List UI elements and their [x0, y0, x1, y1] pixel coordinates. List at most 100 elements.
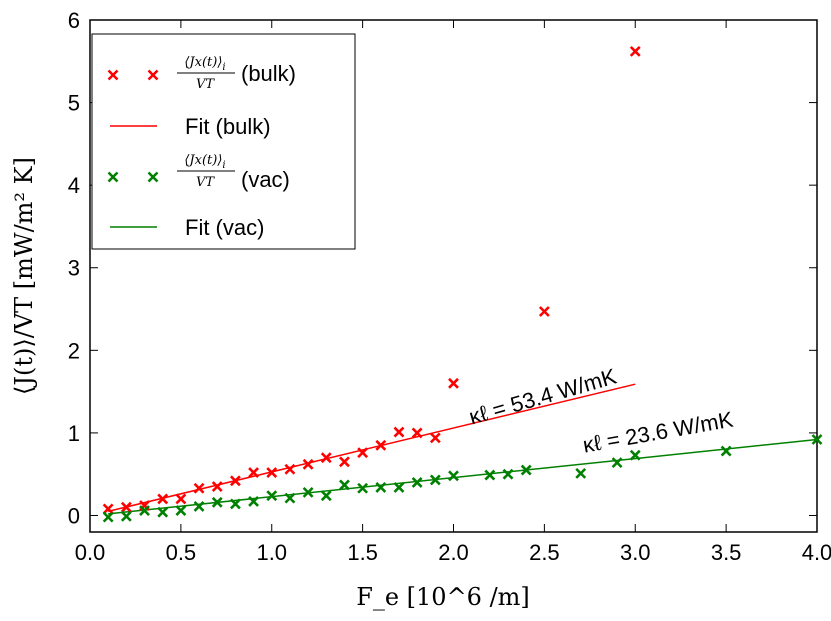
legend-fraction-numerator: ⟨Jx(t)⟩i [184, 153, 225, 171]
marker-stroke [720, 445, 732, 457]
legend-marker-cross [107, 171, 119, 183]
marker-stroke [147, 69, 159, 81]
marker-stroke [411, 427, 423, 439]
marker-stroke [211, 496, 223, 508]
data-point-2 [248, 496, 259, 507]
marker-stroke [375, 439, 387, 451]
marker-stroke [448, 470, 459, 482]
data-point-0 [357, 447, 369, 459]
data-point-2 [811, 434, 823, 445]
data-point-2 [339, 479, 350, 491]
data-point-0 [157, 493, 169, 505]
data-point-2 [211, 496, 223, 508]
data-point-2 [266, 490, 278, 502]
marker-stroke [211, 481, 223, 492]
marker-stroke [320, 490, 332, 502]
legend-marker-cross [147, 171, 159, 183]
legend-label-bulk-scatter: (bulk) [241, 61, 296, 86]
x-tick-label: 0.0 [75, 540, 106, 565]
marker-stroke [811, 434, 823, 445]
data-point-2 [429, 474, 441, 486]
legend-marker [107, 171, 119, 183]
data-point-2 [411, 477, 423, 488]
data-point-2 [193, 500, 205, 512]
marker-stroke [284, 492, 296, 504]
x-tick-label: 0.5 [166, 540, 197, 565]
data-point-2 [484, 469, 496, 481]
marker-stroke [266, 490, 278, 502]
x-tick-labels: 0.0 0.5 1.0 1.5 2.0 2.5 3.0 3.5 4.0 [75, 540, 831, 565]
data-point-2 [448, 470, 459, 482]
data-point-2 [502, 468, 514, 480]
data-point-0 [538, 306, 550, 317]
marker-stroke [139, 505, 150, 516]
legend-marker-cross [107, 69, 119, 81]
y-axis-label: ⟨J(t)⟩/VT [mW/m² K] [10, 157, 38, 395]
marker-stroke [193, 482, 205, 494]
data-point-0 [120, 501, 132, 513]
marker-stroke [448, 377, 459, 389]
data-point-0 [429, 432, 441, 444]
legend-label-vac-fit: Fit (vac) [185, 215, 264, 240]
marker-stroke [357, 482, 369, 494]
marker-stroke [629, 449, 641, 461]
data-point-2 [229, 498, 241, 510]
legend: ⟨Jx(t)⟩i VT (bulk) Fit (bulk) ⟨Jx(t)⟩i V… [91, 33, 356, 250]
legend-entry-vac-fit: Fit (vac) [110, 215, 264, 240]
data-point-2 [393, 481, 405, 493]
marker-stroke [393, 481, 405, 493]
data-point-0 [320, 452, 332, 464]
y-tick-label: 1 [68, 421, 80, 446]
marker-stroke [120, 510, 132, 522]
marker-stroke [520, 464, 532, 476]
x-tick-label: 3.0 [620, 540, 651, 565]
x-tick-label: 1.0 [256, 540, 287, 565]
data-point-0 [229, 475, 241, 487]
data-markers [102, 45, 823, 523]
data-point-0 [211, 481, 223, 492]
y-tick-label: 2 [68, 338, 80, 363]
marker-stroke [320, 452, 332, 464]
marker-stroke [611, 457, 623, 469]
marker-stroke [175, 493, 187, 505]
marker-stroke [229, 475, 241, 487]
marker-stroke [193, 500, 205, 512]
y-tick-label: 5 [68, 91, 80, 116]
marker-stroke [375, 481, 387, 493]
data-point-0 [629, 45, 641, 57]
y-tick-label: 0 [68, 503, 80, 528]
data-point-0 [248, 467, 259, 478]
y-tick-label: 4 [68, 173, 80, 198]
data-point-2 [520, 464, 532, 476]
y-tick-label: 3 [68, 256, 80, 281]
legend-fraction-denominator: VT [196, 175, 215, 190]
legend-entry-bulk-fit: Fit (bulk) [110, 114, 271, 139]
marker-stroke [339, 479, 350, 491]
legend-marker [107, 69, 119, 81]
data-point-2 [375, 481, 387, 493]
fit-line-3 [108, 438, 818, 515]
legend-marker [147, 171, 159, 183]
data-point-2 [357, 482, 369, 494]
fit-lines [107, 383, 818, 515]
marker-stroke [147, 171, 159, 183]
marker-stroke [284, 463, 296, 475]
data-point-2 [575, 467, 587, 479]
data-point-0 [302, 458, 314, 470]
marker-stroke [107, 69, 119, 81]
legend-marker-cross [147, 69, 159, 81]
data-point-2 [320, 490, 332, 502]
marker-stroke [266, 467, 278, 478]
legend-fraction-numerator: ⟨Jx(t)⟩i [184, 55, 225, 73]
marker-stroke [107, 171, 119, 183]
data-point-0 [339, 456, 350, 468]
marker-stroke [120, 501, 132, 513]
data-point-0 [284, 463, 296, 475]
data-point-0 [375, 439, 387, 451]
y-tick-labels: 0 1 2 3 4 5 6 [68, 8, 80, 528]
x-tick-label: 4.0 [802, 540, 831, 565]
x-tick-label: 2.5 [529, 540, 560, 565]
marker-stroke [357, 447, 369, 459]
marker-stroke [248, 467, 259, 478]
data-point-2 [284, 492, 296, 504]
